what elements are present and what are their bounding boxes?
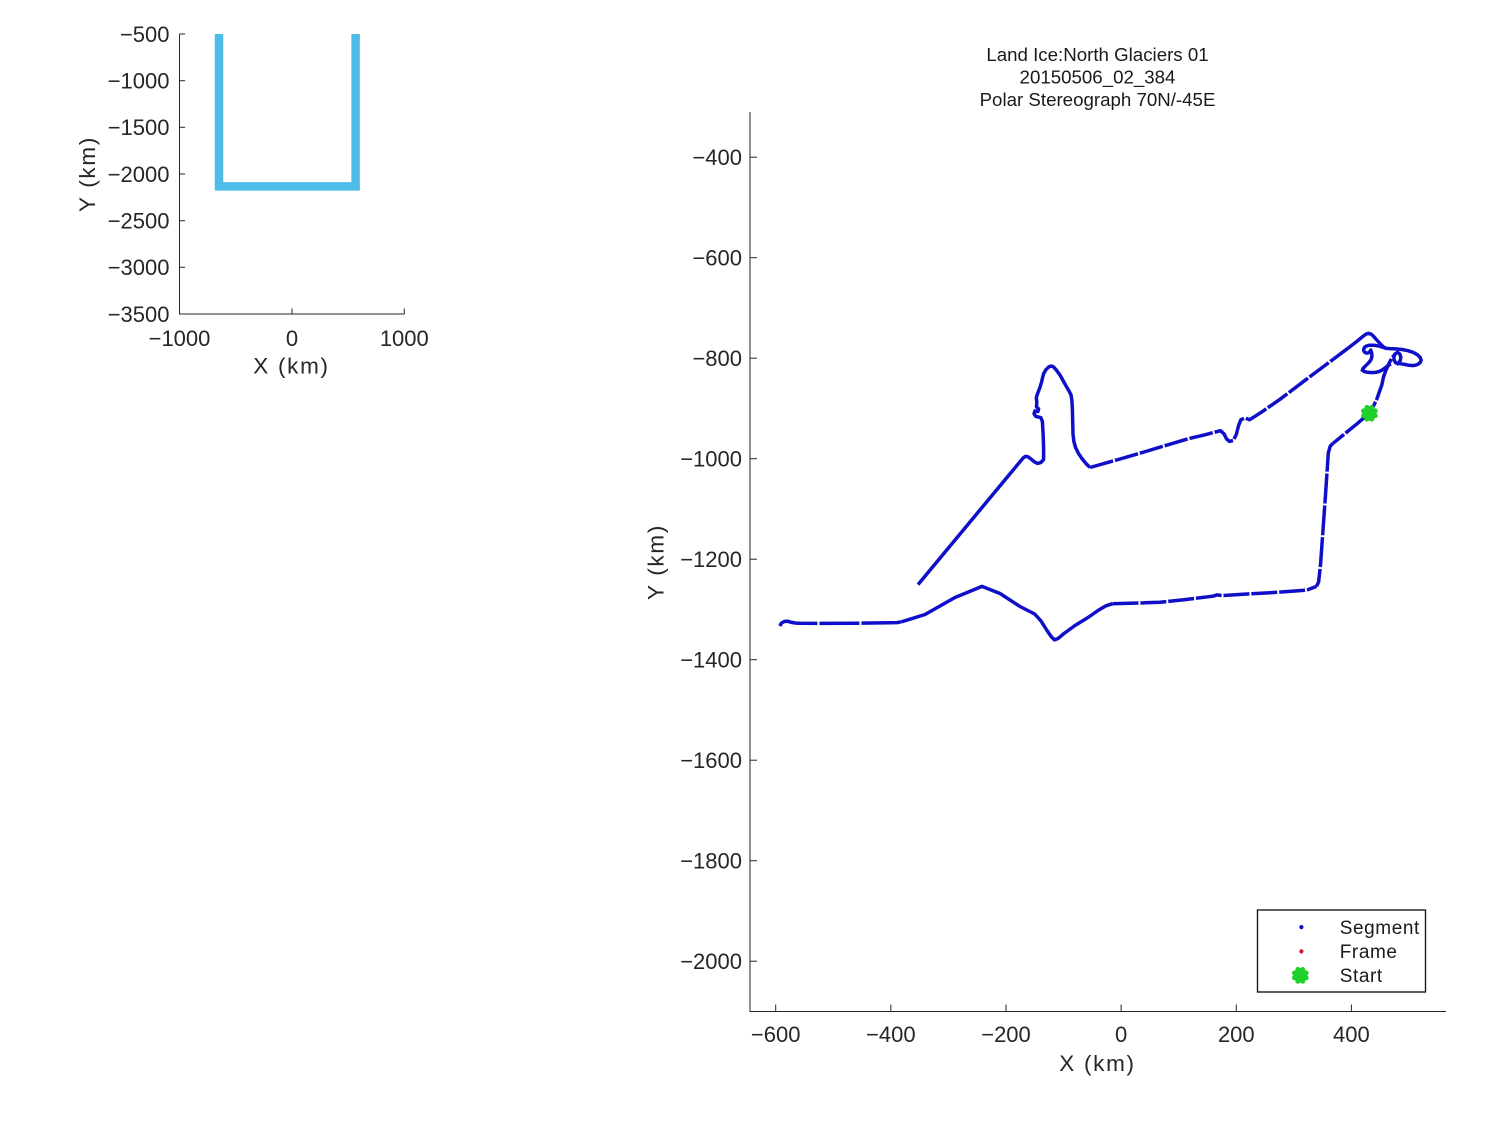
svg-text:−400: −400 <box>866 1022 916 1047</box>
svg-text:−1200: −1200 <box>680 547 742 572</box>
svg-text:X (km): X (km) <box>253 354 329 379</box>
svg-text:0: 0 <box>1115 1022 1127 1047</box>
svg-text:0: 0 <box>286 326 298 351</box>
svg-text:−1000: −1000 <box>108 69 170 94</box>
svg-text:−400: −400 <box>692 145 742 170</box>
svg-text:Polar Stereograph 70N/-45E: Polar Stereograph 70N/-45E <box>980 89 1216 110</box>
svg-text:−2000: −2000 <box>680 949 742 974</box>
svg-text:1000: 1000 <box>380 326 429 351</box>
svg-text:−1000: −1000 <box>149 326 211 351</box>
svg-text:−200: −200 <box>981 1022 1031 1047</box>
svg-text:−2000: −2000 <box>108 162 170 187</box>
svg-text:−600: −600 <box>692 246 742 271</box>
svg-text:−1000: −1000 <box>680 447 742 472</box>
svg-text:400: 400 <box>1333 1022 1370 1047</box>
svg-text:Land Ice:North Glaciers 01: Land Ice:North Glaciers 01 <box>986 44 1208 65</box>
svg-text:−3000: −3000 <box>108 255 170 280</box>
svg-text:−500: −500 <box>120 22 170 47</box>
svg-text:−800: −800 <box>692 346 742 371</box>
svg-text:200: 200 <box>1218 1022 1255 1047</box>
svg-text:20150506_02_384: 20150506_02_384 <box>1020 67 1176 89</box>
svg-text:−600: −600 <box>751 1022 801 1047</box>
svg-text:−2500: −2500 <box>108 209 170 234</box>
svg-text:−1500: −1500 <box>108 115 170 140</box>
svg-text:−1800: −1800 <box>680 849 742 874</box>
svg-text:−1400: −1400 <box>680 648 742 673</box>
svg-text:Y (km): Y (km) <box>75 136 100 212</box>
svg-text:X (km): X (km) <box>1059 1051 1135 1076</box>
svg-text:Start: Start <box>1340 966 1383 987</box>
svg-text:−1600: −1600 <box>680 748 742 773</box>
svg-text:Y (km): Y (km) <box>644 524 669 600</box>
svg-text:Frame: Frame <box>1340 942 1398 963</box>
svg-text:−3500: −3500 <box>108 302 170 327</box>
svg-text:Segment: Segment <box>1340 918 1420 939</box>
